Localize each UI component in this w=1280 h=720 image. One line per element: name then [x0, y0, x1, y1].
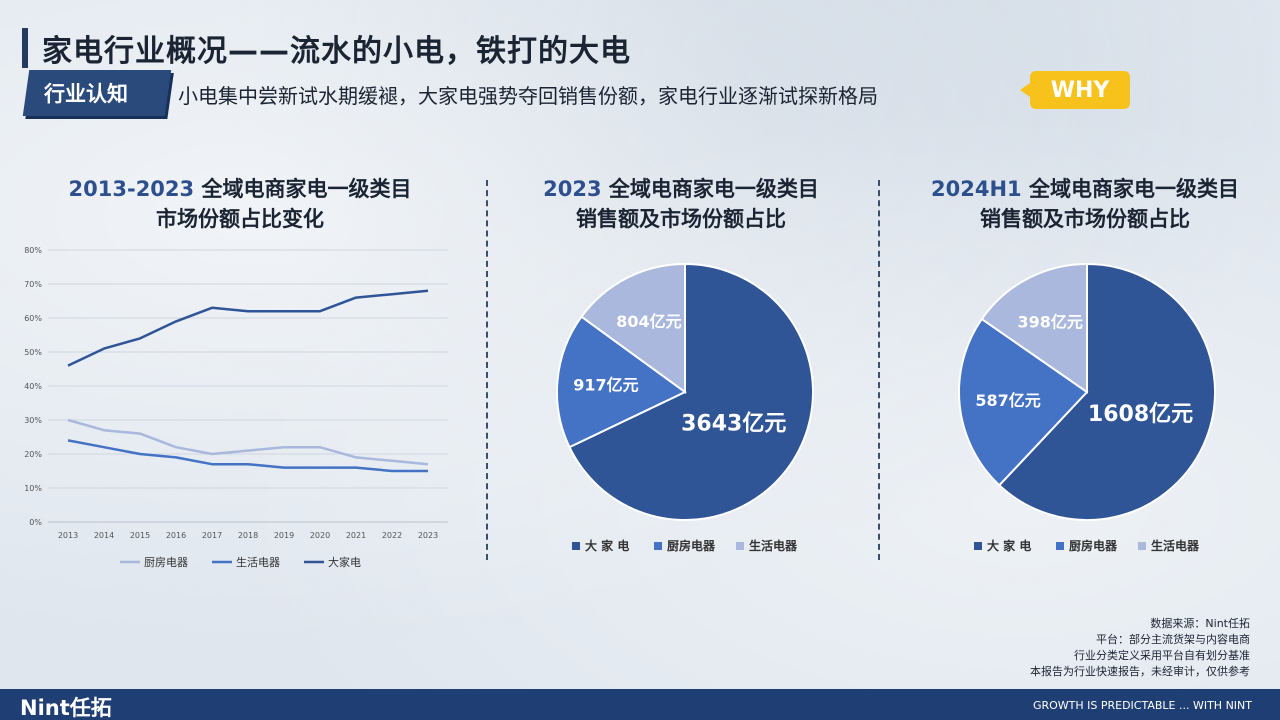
source-line: 数据来源：Nint任拓: [1150, 617, 1250, 630]
source-notes: 数据来源：Nint任拓 平台：部分主流货架与内容电商 行业分类定义采用平台自有划…: [1030, 616, 1250, 680]
y-tick-label: 0%: [29, 518, 42, 527]
panel-title-trend: 2013-2023 全域电商家电一级类目 市场份额占比变化: [20, 174, 460, 234]
pie-slice-kitchen: [958, 317, 1089, 487]
pie-slice-life: [980, 262, 1088, 394]
footer-tagline: GROWTH IS PREDICTABLE ... WITH NINT: [1032, 699, 1252, 712]
y-tick-label: 30%: [24, 416, 42, 425]
slice-label: 804亿元: [616, 312, 681, 331]
slice-label: 398亿元: [1017, 312, 1082, 331]
legend-label: 生活电器: [749, 538, 798, 553]
platform-line: 平台：部分主流货架与内容电商: [1096, 633, 1250, 646]
pie-slice-life: [580, 262, 686, 394]
panel-title-year: 2024H1: [931, 177, 1022, 201]
series-line-big: [67, 289, 429, 367]
x-tick-label: 2014: [94, 531, 114, 540]
legend-label: 厨房电器: [144, 556, 188, 569]
legend-swatch: [654, 542, 662, 550]
page-title: 家电行业概况——流水的小电，铁打的大电: [42, 34, 631, 69]
y-tick-label: 20%: [24, 450, 42, 459]
y-tick-label: 50%: [24, 348, 42, 357]
panel-title-year: 2013-2023: [68, 177, 195, 201]
panel-title-text: 全域电商家电一级类目: [1021, 177, 1239, 201]
why-badge: WHY: [1020, 71, 1130, 109]
slice-label: 587亿元: [975, 391, 1040, 410]
x-tick-label: 2015: [130, 531, 150, 540]
pie-slice-big: [997, 262, 1216, 521]
panel-subtitle: 市场份额占比变化: [156, 207, 324, 231]
classification-line: 行业分类定义采用平台自有划分基准: [1074, 649, 1250, 662]
legend-swatch: [1056, 542, 1064, 550]
panel-subtitle: 销售额及市场份额占比: [576, 207, 786, 231]
legend-swatch: [736, 542, 744, 550]
pie-slice-big: [568, 262, 814, 521]
panel-divider: [486, 180, 488, 560]
x-tick-label: 2017: [202, 531, 222, 540]
legend-label: 大家电: [328, 555, 361, 569]
legend-label: 厨房电器: [667, 538, 716, 553]
x-tick-label: 2021: [346, 531, 366, 540]
slice-label: 917亿元: [573, 375, 638, 394]
y-tick-label: 70%: [24, 280, 42, 289]
x-tick-label: 2022: [382, 531, 402, 540]
legend-label: 厨房电器: [1069, 538, 1118, 553]
x-tick-label: 2016: [166, 531, 186, 540]
series-line-life: [67, 439, 428, 473]
panel-title-text: 全域电商家电一级类目: [194, 177, 412, 201]
legend-label: 大 家 电: [987, 538, 1031, 553]
y-tick-label: 40%: [24, 382, 42, 391]
legend-swatch: [572, 542, 580, 550]
y-tick-label: 80%: [24, 246, 42, 255]
legend-label: 大 家 电: [585, 538, 629, 553]
panel-title-2024h1: 2024H1 全域电商家电一级类目 销售额及市场份额占比: [880, 174, 1280, 234]
y-tick-label: 10%: [24, 484, 42, 493]
title-accent-bar: [22, 28, 28, 68]
footer-logo: Nint任拓: [20, 696, 112, 720]
x-tick-label: 2013: [58, 531, 78, 540]
panel-title-text: 全域电商家电一级类目: [601, 177, 819, 201]
x-tick-label: 2019: [274, 531, 294, 540]
page-subtitle: 小电集中尝新试水期缓褪，大家电强势夺回销售份额，家电行业逐渐试探新格局: [178, 84, 878, 108]
y-tick-label: 60%: [24, 314, 42, 323]
panel-divider: [878, 180, 880, 560]
x-tick-label: 2018: [238, 531, 258, 540]
x-tick-label: 2023: [418, 531, 438, 540]
disclaimer-line: 本报告为行业快速报告，未经审计，仅供参考: [1030, 665, 1250, 678]
series-line-kitchen: [67, 418, 429, 466]
x-tick-label: 2020: [310, 531, 330, 540]
footer-bar: [0, 689, 1280, 720]
panel-title-2023: 2023 全域电商家电一级类目 销售额及市场份额占比: [478, 174, 884, 234]
slice-label: 3643亿元: [681, 411, 786, 436]
slice-label: 1608亿元: [1088, 402, 1193, 427]
pie-slice-kitchen: [556, 315, 687, 449]
legend-label: 生活电器: [236, 555, 280, 569]
panel-subtitle: 销售额及市场份额占比: [980, 207, 1190, 231]
section-tag: 行业认知: [44, 82, 128, 106]
legend-label: 生活电器: [1151, 538, 1200, 553]
panel-title-year: 2023: [543, 177, 602, 201]
legend-swatch: [974, 542, 982, 550]
legend-swatch: [1138, 542, 1146, 550]
line-chart: 0% 10% 20% 30% 40% 50% 60% 70% 80% 2013 2014 2015 20…: [24, 246, 448, 569]
